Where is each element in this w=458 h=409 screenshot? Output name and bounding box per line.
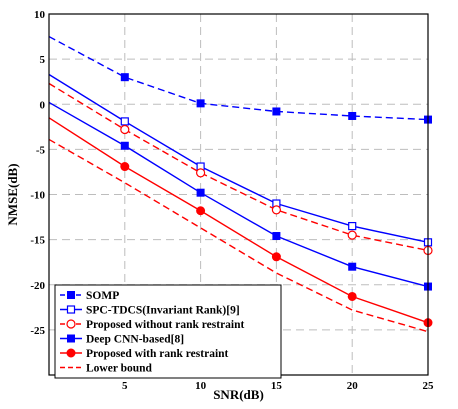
data-point-marker [348, 111, 357, 120]
legend-marker [66, 319, 76, 329]
data-point-marker [196, 168, 206, 178]
data-point-marker [120, 117, 129, 126]
data-point-marker [348, 262, 357, 271]
series-line [48, 138, 429, 333]
y-tick-label: -15 [30, 235, 45, 247]
x-tick-label: 25 [423, 380, 435, 392]
y-tick-label: 5 [40, 54, 46, 66]
legend-entry: Proposed with rank restraint [60, 348, 229, 360]
x-tick-label: 10 [195, 380, 207, 392]
legend-label: Proposed without rank restraint [86, 319, 245, 331]
x-tick-label: 15 [271, 380, 283, 392]
x-axis-label: SNR(dB) [213, 387, 264, 402]
series-line [48, 101, 429, 288]
legend-label: SPC-TDCS(Invariant Rank)[9] [86, 305, 240, 317]
y-tick-label: -25 [30, 325, 45, 337]
data-point-marker [347, 291, 357, 301]
series-5 [48, 117, 433, 328]
tick-labels: 5 10 15 20 25 10 5 0 -5 -10 -15 -20 -25 [30, 9, 434, 392]
y-tick-label: -10 [30, 190, 45, 202]
legend-entry: Proposed without rank restraint [60, 319, 245, 331]
series-3 [48, 82, 433, 256]
data-point-marker [271, 205, 281, 215]
legend-entry: Deep CNN-based[8] [60, 334, 184, 346]
series-2 [48, 73, 433, 247]
legend-label: SOMP [86, 290, 119, 302]
series-lines [48, 35, 433, 333]
legend-label: Deep CNN-based[8] [86, 334, 184, 346]
y-tick-label: 0 [40, 99, 46, 111]
y-tick-label: -20 [30, 280, 45, 292]
data-point-marker [120, 141, 129, 150]
legend-marker [67, 334, 75, 343]
legend-label: Proposed with rank restraint [86, 348, 229, 360]
data-point-marker [120, 124, 130, 135]
data-point-marker [120, 73, 129, 82]
legend-entry: Lower bound [60, 363, 153, 375]
y-tick-label: -5 [36, 144, 46, 156]
legend-label: Lower bound [86, 363, 153, 375]
data-point-marker [196, 206, 206, 216]
series-4 [48, 101, 432, 291]
y-tick-label: 10 [34, 9, 46, 21]
series-line [48, 117, 429, 324]
data-point-marker [348, 221, 357, 231]
data-point-marker [271, 252, 281, 262]
legend-marker [66, 348, 76, 358]
series-6 [48, 138, 429, 333]
data-point-marker [272, 107, 281, 116]
series-line [48, 82, 429, 252]
x-tick-label: 5 [122, 380, 128, 392]
data-point-marker [196, 99, 205, 108]
legend-marker [66, 305, 76, 314]
data-point-marker [272, 232, 281, 241]
legend-marker [67, 291, 75, 299]
series-line [48, 73, 429, 244]
legend-box [54, 284, 282, 379]
series-line [48, 35, 429, 121]
data-point-marker [196, 188, 205, 197]
x-tick-label: 20 [347, 380, 359, 392]
data-point-marker [120, 162, 130, 172]
legend: SOMP SPC-TDCS(Invariant Rank)[9] Proposed … [54, 284, 282, 379]
data-point-marker [347, 230, 357, 240]
legend-entry: SPC-TDCS(Invariant Rank)[9] [60, 305, 240, 317]
y-axis-label: NMSE(dB) [5, 163, 20, 225]
legend-entry: SOMP [60, 290, 119, 302]
